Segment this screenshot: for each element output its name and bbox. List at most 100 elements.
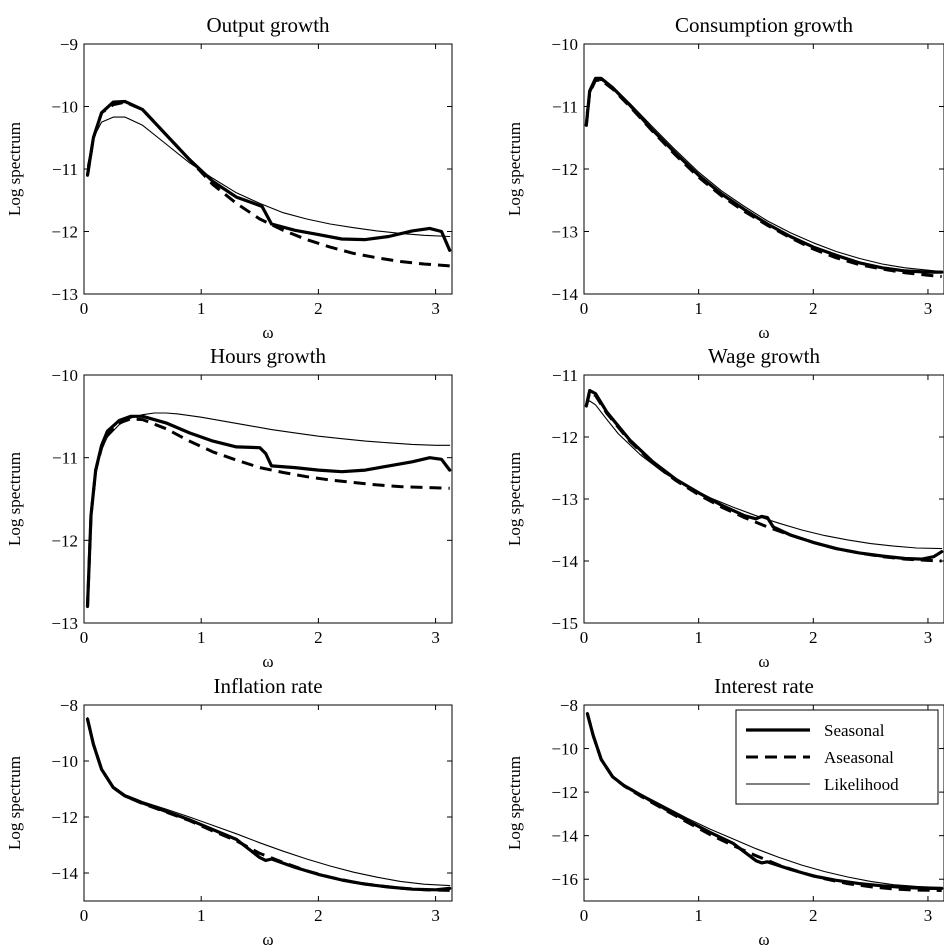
y-tick-label: −8 [60,696,78,715]
y-tick-label: −12 [51,531,78,550]
y-tick-label: −11 [552,98,578,117]
x-tick-label: 0 [80,906,89,925]
series-line-seasonal [85,99,452,252]
x-tick-label: 1 [694,628,703,647]
y-tick-label: −12 [551,160,578,179]
y-tick-label: −13 [51,614,78,633]
x-tick-label: 0 [580,906,589,925]
x-tick-label: 1 [694,299,703,318]
panel-6: Interest rate 0 1 2 3 −16 −14 −12 −10 −8 ω Log spec… [505,674,944,949]
x-axis-label: ω [262,323,273,342]
series-line-likelihood [586,712,943,889]
panel-4: Wage growth 0 1 2 3 −15 −14 −13 −12 −11 ω Log spect… [505,344,944,671]
series-line-seasonal [585,712,944,891]
panel-title: Interest rate [714,674,814,698]
y-tick-label: −13 [551,223,578,242]
x-tick-label: 2 [809,906,818,925]
x-tick-label: 3 [924,299,933,318]
y-tick-label: −12 [551,428,578,447]
legend-label-seasonal: Seasonal [824,721,885,740]
y-tick-label: −14 [551,552,578,571]
x-tick-label: 3 [431,628,440,647]
plot-frame [583,43,944,295]
series-line-likelihood [86,412,451,599]
panel-title: Consumption growth [675,13,853,37]
y-axis-label: Log spectrum [5,122,24,216]
series-line-aseasonal [585,713,942,892]
y-tick-label: −11 [52,449,78,468]
y-tick-label: −10 [51,98,78,117]
y-tick-label: −16 [551,870,578,889]
y-axis-label: Log spectrum [5,452,24,546]
x-tick-label: 1 [694,906,703,925]
x-axis-label: ω [262,652,273,671]
x-tick-label: 0 [80,628,89,647]
legend-label-aseasonal: Aseasonal [824,748,894,767]
y-tick-label: −11 [552,366,578,385]
series-line-likelihood [585,400,943,550]
x-axis-label: ω [758,323,769,342]
x-tick-label: 1 [197,299,206,318]
series-line-seasonal [584,76,944,274]
series-line-seasonal [584,388,944,561]
series-line-likelihood [86,717,451,887]
series-line-seasonal [85,717,452,892]
panel-3: Hours growth 0 1 2 3 −13 −12 −11 −10 ω Log spectru… [5,344,453,671]
panel-title: Hours growth [210,344,327,368]
y-tick-label: −12 [51,808,78,827]
legend: Seasonal Aseasonal Likelihood [735,709,939,805]
x-tick-label: 0 [80,299,89,318]
series-line-aseasonal [584,390,942,563]
panel-title: Inflation rate [213,674,322,698]
y-tick-label: −14 [551,285,578,304]
y-axis-label: Log spectrum [505,122,524,216]
x-tick-label: 0 [580,299,589,318]
series-line-aseasonal [584,78,942,278]
plot-frame [83,374,453,624]
x-tick-label: 2 [314,299,323,318]
plot-frame [83,43,453,295]
panel-1: Output growth 0 1 2 3 −13 −12 −11 −10 −9 ω Log spec… [5,13,453,342]
x-tick-label: 3 [924,628,933,647]
x-axis-label: ω [758,930,769,949]
x-tick-label: 2 [314,628,323,647]
panel-title: Output growth [206,13,330,37]
series-line-aseasonal [86,718,450,892]
y-axis-label: Log spectrum [505,756,524,850]
x-tick-label: 1 [197,628,206,647]
y-tick-label: −10 [51,752,78,771]
y-tick-label: −12 [551,783,578,802]
plot-frame [583,704,944,902]
x-axis-label: ω [262,930,273,949]
series-line-aseasonal [86,417,450,607]
y-axis-label: Log spectrum [5,756,24,850]
panel-5: Inflation rate 0 1 2 3 −14 −12 −10 −8 ω Log spectr… [5,674,453,949]
y-tick-label: −14 [551,827,578,846]
legend-label-likelihood: Likelihood [824,775,899,794]
series-line-likelihood [585,79,943,273]
y-tick-label: −9 [60,35,78,54]
y-tick-label: −8 [560,696,578,715]
y-tick-label: −10 [51,366,78,385]
x-tick-label: 0 [580,628,589,647]
y-tick-label: −15 [551,614,578,633]
x-axis-label: ω [758,652,769,671]
y-tick-label: −11 [52,160,78,179]
x-tick-label: 2 [809,299,818,318]
y-tick-label: −10 [551,740,578,759]
series-line-aseasonal [86,100,450,268]
y-tick-label: −14 [51,864,78,883]
x-tick-label: 2 [314,906,323,925]
y-tick-label: −13 [551,490,578,509]
panel-title: Wage growth [708,344,821,368]
x-tick-label: 2 [809,628,818,647]
panel-2: Consumption growth 0 1 2 3 −14 −13 −12 −11 −10 ω Lo… [505,13,944,342]
x-tick-label: 1 [197,906,206,925]
x-tick-label: 3 [431,299,440,318]
plot-frame [583,374,944,624]
plot-frame [83,704,453,902]
x-tick-label: 3 [924,906,933,925]
series-line-likelihood [86,116,451,238]
y-axis-label: Log spectrum [505,452,524,546]
